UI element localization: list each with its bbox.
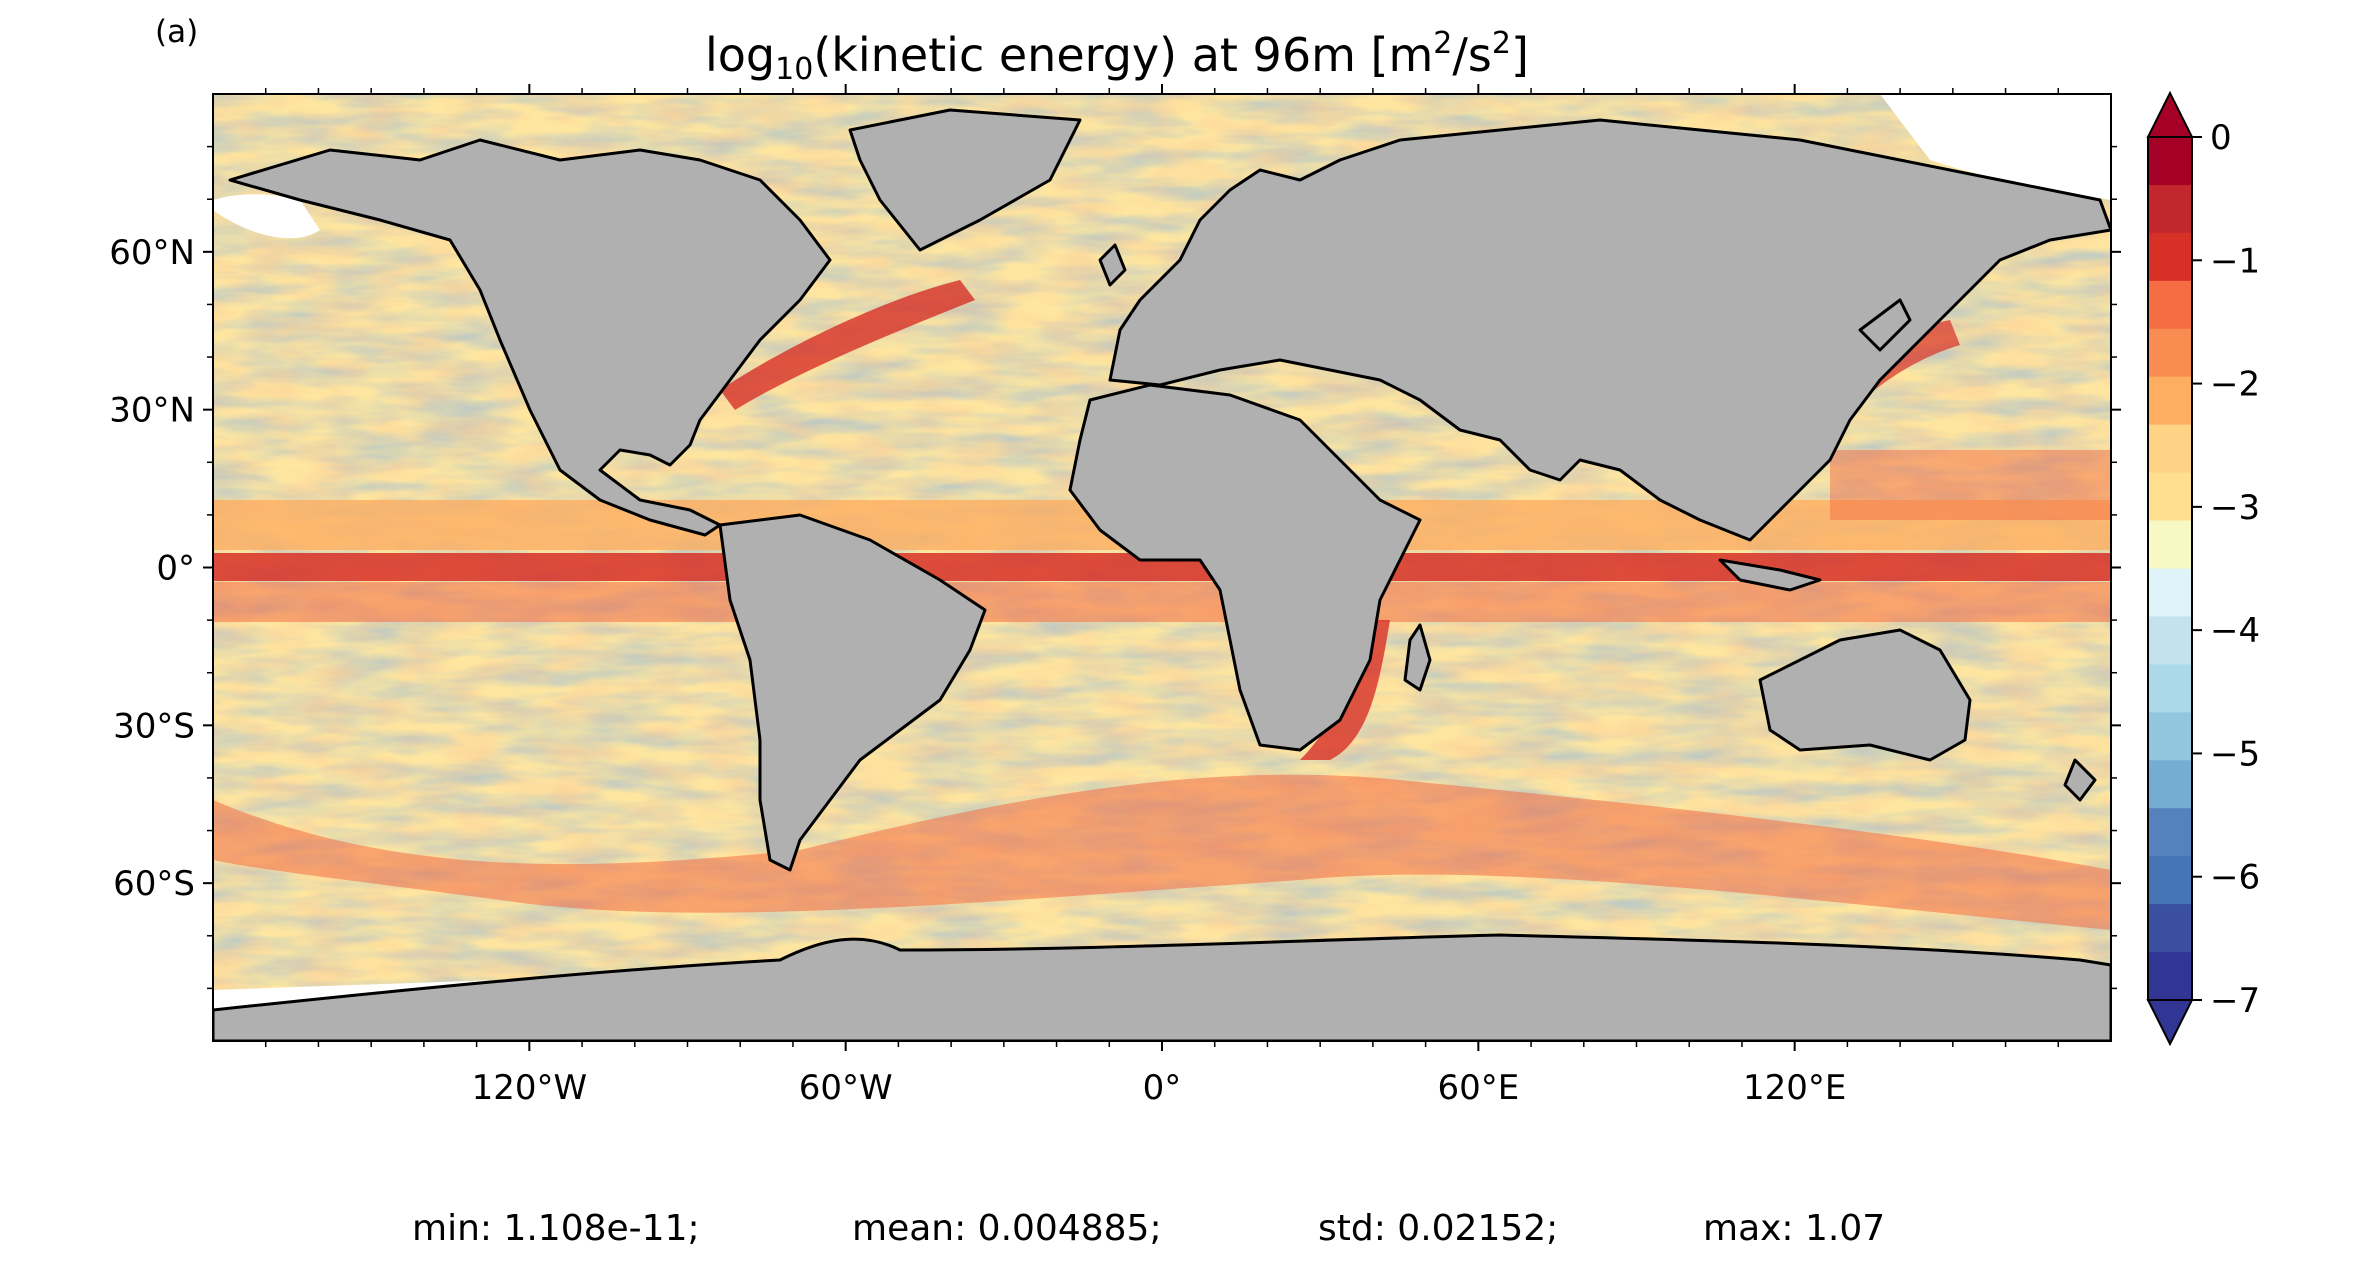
colorbar-tick-label: −4 bbox=[2210, 611, 2260, 651]
south-america bbox=[718, 513, 987, 872]
colorbar-segment bbox=[2148, 520, 2192, 569]
colorbar-tick-label: −5 bbox=[2210, 734, 2260, 774]
japan bbox=[1858, 298, 1912, 352]
colorbar-segment bbox=[2148, 472, 2192, 522]
indonesia bbox=[1718, 558, 1822, 592]
colorbar-segment bbox=[2148, 712, 2192, 761]
arctic-ice-west bbox=[213, 194, 320, 239]
longitude-axis: 120°W 60°W 0° 60°E 120°E bbox=[264, 84, 2060, 1108]
lon-tick-label: 60°W bbox=[799, 1068, 893, 1108]
lat-tick-label: 30°N bbox=[109, 391, 195, 431]
stat-max: max: 1.07 bbox=[1703, 1208, 1886, 1249]
lon-tick-label: 120°E bbox=[1743, 1068, 1846, 1108]
colorbar-segment bbox=[2148, 424, 2192, 474]
colorbar-extend-max bbox=[2146, 90, 2194, 138]
colorbar: 0 −1 −2 −3 −4 −5 −6 −7 bbox=[2146, 90, 2260, 1047]
arctic-ice-east bbox=[1880, 94, 2111, 200]
colorbar-tick-label: −1 bbox=[2210, 241, 2260, 281]
colorbar-frame bbox=[2147, 136, 2193, 1001]
new-zealand bbox=[2063, 758, 2097, 802]
colorbar-segment bbox=[2148, 137, 2192, 186]
lon-tick-label: 120°W bbox=[472, 1068, 588, 1108]
equatorial-band-south bbox=[213, 582, 2111, 622]
lon-tick-label: 60°E bbox=[1437, 1068, 1519, 1108]
colorbar-segment bbox=[2148, 280, 2192, 330]
colorbar-tick-label: −3 bbox=[2210, 488, 2260, 528]
colorbar-segment bbox=[2148, 568, 2192, 617]
madagascar bbox=[1403, 623, 1432, 692]
colorbar-segment bbox=[2148, 232, 2192, 282]
stat-min: min: 1.108e-11; bbox=[412, 1208, 700, 1249]
colorbar-extend-min bbox=[2146, 999, 2194, 1047]
colorbar-segment bbox=[2148, 856, 2192, 905]
lon-tick-label: 0° bbox=[1143, 1068, 1182, 1108]
stat-std: std: 0.02152; bbox=[1318, 1208, 1559, 1249]
west-pacific-warm-band bbox=[1830, 450, 2111, 520]
lat-tick-label: 0° bbox=[156, 549, 195, 589]
colorbar-segment bbox=[2148, 904, 2192, 953]
europe-asia bbox=[1108, 118, 2111, 542]
colorbar-segment bbox=[2148, 328, 2192, 378]
colorbar-segment bbox=[2148, 952, 2192, 1001]
lat-tick-label: 30°S bbox=[113, 706, 195, 746]
colorbar-tick-label: −2 bbox=[2210, 365, 2260, 405]
antarctica bbox=[213, 933, 2111, 1041]
colorbar-segment bbox=[2148, 616, 2192, 665]
land-masses bbox=[213, 108, 2111, 1041]
lat-tick-label: 60°S bbox=[113, 864, 195, 904]
lat-tick-label: 60°N bbox=[109, 233, 195, 273]
gulf-stream bbox=[720, 280, 975, 410]
colorbar-segment bbox=[2148, 808, 2192, 857]
australia bbox=[1758, 628, 1972, 762]
africa bbox=[1068, 383, 1422, 752]
british-isles bbox=[1098, 243, 1127, 287]
colorbar-segment bbox=[2148, 760, 2192, 809]
greenland bbox=[848, 108, 1082, 252]
colorbar-tick-label: −7 bbox=[2210, 981, 2260, 1021]
colorbar-segment bbox=[2148, 184, 2192, 234]
colorbar-tick-label: 0 bbox=[2210, 118, 2232, 158]
stat-mean: mean: 0.004885; bbox=[852, 1208, 1162, 1249]
panel-label: (a) bbox=[155, 14, 199, 50]
map-title: log10(kinetic energy) at 96m [m2/s2] bbox=[705, 26, 1529, 87]
colorbar-segment bbox=[2148, 664, 2192, 713]
latitude-axis: 60°N 30°N 0° 30°S 60°S bbox=[109, 145, 2121, 990]
colorbar-tick-label: −6 bbox=[2210, 858, 2260, 898]
north-america bbox=[228, 138, 832, 537]
antarctic-circumpolar-current bbox=[213, 774, 2111, 930]
colorbar-segment bbox=[2148, 376, 2192, 426]
